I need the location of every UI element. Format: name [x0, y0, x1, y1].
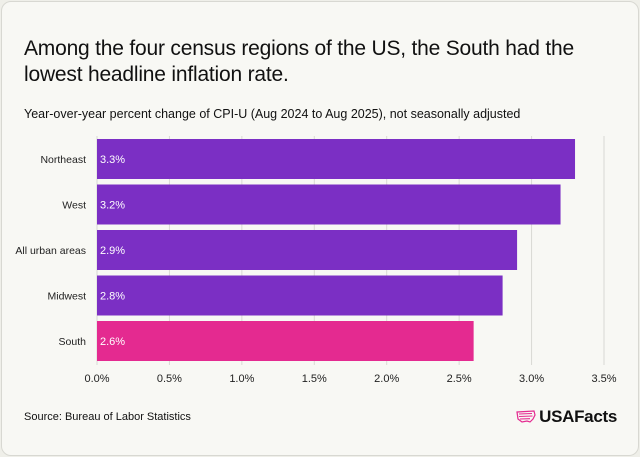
data-label: 3.2% — [100, 200, 125, 212]
x-tick-label: 0.0% — [84, 373, 109, 385]
data-label: 2.6% — [100, 336, 125, 348]
x-tick-label: 2.5% — [447, 373, 472, 385]
x-tick-label: 1.5% — [302, 373, 327, 385]
brand-logo: USAFacts — [516, 407, 617, 427]
bar — [97, 275, 503, 316]
us-map-flag-icon — [516, 410, 536, 423]
x-tick-label: 1.0% — [229, 373, 254, 385]
bar — [97, 230, 518, 270]
brand-name: USAFacts — [539, 407, 617, 426]
category-label: South — [59, 336, 87, 348]
category-label: Northeast — [40, 154, 86, 166]
data-label: 3.3% — [100, 154, 125, 166]
chart-title: Among the four census regions of the US,… — [24, 37, 574, 86]
data-label: 2.9% — [100, 245, 125, 257]
chart-subtitle: Year-over-year percent change of CPI-U (… — [24, 107, 521, 121]
category-label: Midwest — [47, 291, 86, 303]
bar — [97, 321, 474, 361]
x-tick-label: 0.5% — [157, 373, 182, 385]
x-tick-label: 3.0% — [519, 373, 544, 385]
bar — [97, 184, 561, 225]
data-label: 2.8% — [100, 291, 125, 303]
category-label: West — [62, 200, 86, 212]
source-note: Source: Bureau of Labor Statistics — [24, 411, 191, 423]
category-label: All urban areas — [15, 245, 86, 257]
x-tick-label: 2.0% — [374, 373, 399, 385]
x-tick-label: 3.5% — [591, 373, 616, 385]
bar — [97, 139, 576, 179]
